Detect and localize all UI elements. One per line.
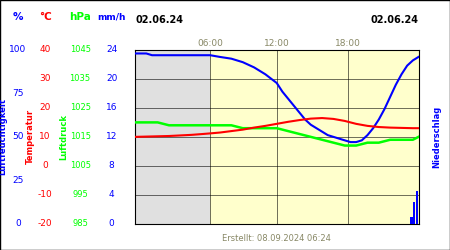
Bar bbox=[416, 191, 418, 224]
Text: 20: 20 bbox=[39, 104, 51, 112]
Text: 1035: 1035 bbox=[70, 74, 90, 84]
Text: 995: 995 bbox=[72, 190, 88, 199]
Text: 02.06.24: 02.06.24 bbox=[370, 15, 418, 25]
Text: %: % bbox=[13, 12, 23, 22]
Text: 1005: 1005 bbox=[70, 161, 90, 170]
Text: -10: -10 bbox=[38, 190, 52, 199]
Text: 0: 0 bbox=[109, 219, 114, 228]
Text: 16: 16 bbox=[106, 104, 117, 112]
Text: 8: 8 bbox=[109, 161, 114, 170]
Text: hPa: hPa bbox=[69, 12, 91, 22]
Text: 50: 50 bbox=[12, 132, 24, 141]
Bar bbox=[353, 50, 418, 224]
Text: 18:00: 18:00 bbox=[335, 38, 360, 48]
Text: 12:00: 12:00 bbox=[264, 38, 290, 48]
Text: mm/h: mm/h bbox=[97, 13, 126, 22]
Text: 1045: 1045 bbox=[70, 46, 90, 54]
Text: 4: 4 bbox=[109, 190, 114, 199]
Text: 06:00: 06:00 bbox=[197, 38, 223, 48]
Text: -20: -20 bbox=[38, 219, 52, 228]
Bar bbox=[410, 216, 413, 224]
Text: 24: 24 bbox=[106, 46, 117, 54]
Text: 0: 0 bbox=[42, 161, 48, 170]
Text: 40: 40 bbox=[39, 46, 51, 54]
Text: 20: 20 bbox=[106, 74, 117, 84]
Bar bbox=[210, 50, 353, 224]
Text: 985: 985 bbox=[72, 219, 88, 228]
Text: 12: 12 bbox=[106, 132, 117, 141]
Text: °C: °C bbox=[39, 12, 51, 22]
Text: 1025: 1025 bbox=[70, 104, 90, 112]
Text: Niederschlag: Niederschlag bbox=[432, 106, 441, 168]
Text: Luftfeuchtigkeit: Luftfeuchtigkeit bbox=[0, 98, 8, 176]
Text: 100: 100 bbox=[9, 46, 27, 54]
Text: 25: 25 bbox=[12, 176, 24, 185]
Text: Erstellt: 08.09.2024 06:24: Erstellt: 08.09.2024 06:24 bbox=[222, 234, 331, 243]
Text: 30: 30 bbox=[39, 74, 51, 84]
Text: 75: 75 bbox=[12, 89, 24, 98]
Text: 10: 10 bbox=[39, 132, 51, 141]
Text: Temperatur: Temperatur bbox=[26, 109, 35, 164]
Bar bbox=[413, 202, 415, 224]
Text: 0: 0 bbox=[15, 219, 21, 228]
Text: Luftdruck: Luftdruck bbox=[59, 114, 68, 160]
Text: 02.06.24: 02.06.24 bbox=[135, 15, 183, 25]
Text: 1015: 1015 bbox=[70, 132, 90, 141]
